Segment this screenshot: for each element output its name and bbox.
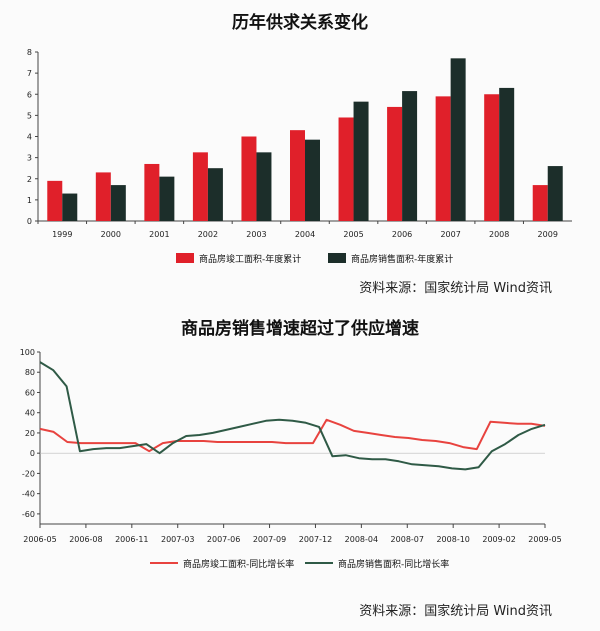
bar-sold bbox=[256, 152, 272, 221]
bar-sold bbox=[499, 87, 515, 221]
chart1-title: 历年供求关系变化 bbox=[232, 13, 368, 33]
legend-swatch bbox=[176, 253, 194, 263]
series-line-completed bbox=[39, 418, 546, 453]
bar-sold bbox=[62, 193, 78, 221]
x-tick-label: 2005 bbox=[343, 230, 363, 239]
legend-label: 商品房竣工面积-同比增长率 bbox=[183, 558, 294, 570]
x-tick-label: 2002 bbox=[198, 230, 218, 239]
x-tick-label: 2009-02 bbox=[482, 535, 515, 544]
x-tick-label: 2006-05 bbox=[23, 535, 56, 544]
series-line-sold bbox=[39, 361, 546, 471]
bar-completed bbox=[387, 106, 403, 221]
x-tick-label: 2008-04 bbox=[345, 535, 378, 544]
chart2-title: 商品房销售增速超过了供应增速 bbox=[181, 319, 419, 339]
y-tick-label: 3 bbox=[27, 154, 32, 163]
x-tick-label: 2008-10 bbox=[436, 535, 469, 544]
y-tick-label: 4 bbox=[27, 133, 32, 142]
bar-sold bbox=[547, 166, 563, 221]
y-tick-label: 5 bbox=[27, 111, 32, 120]
bar-sold bbox=[110, 185, 126, 221]
bar-sold bbox=[207, 168, 223, 221]
y-tick-label: 1 bbox=[27, 196, 32, 205]
y-tick-label: 7 bbox=[27, 69, 32, 78]
x-tick-label: 2007 bbox=[440, 230, 460, 239]
bar-sold bbox=[402, 91, 418, 221]
bar-completed bbox=[241, 136, 257, 221]
x-tick-label: 2008 bbox=[489, 230, 509, 239]
x-tick-label: 2009-05 bbox=[528, 535, 561, 544]
x-tick-label: 2006-11 bbox=[115, 535, 148, 544]
x-tick-label: 2003 bbox=[246, 230, 266, 239]
y-tick-label: 40 bbox=[25, 409, 35, 418]
bar-chart: 0 1 2 3 4 5 6 7 8 1999 2000 2001 2002 2003 2004 2005 200… bbox=[27, 48, 572, 265]
bar-completed bbox=[290, 130, 305, 221]
y-tick-label: -40 bbox=[22, 490, 35, 499]
legend-label: 商品房竣工面积-年度累计 bbox=[199, 253, 301, 265]
bar-completed bbox=[484, 94, 500, 221]
bar-completed bbox=[144, 163, 160, 221]
x-tick-label: 2004 bbox=[295, 230, 315, 239]
bar-completed bbox=[192, 152, 208, 221]
legend-label: 商品房销售面积-同比增长率 bbox=[338, 558, 449, 570]
y-tick-label: 2 bbox=[27, 175, 32, 184]
y-tick-label: 0 bbox=[27, 217, 32, 226]
x-tick-label: 2007-03 bbox=[161, 535, 194, 544]
bar-completed bbox=[95, 172, 111, 221]
legend-swatch bbox=[328, 253, 346, 263]
y-tick-label: -60 bbox=[22, 510, 35, 519]
x-tick-label: 2007-12 bbox=[299, 535, 332, 544]
x-tick-label: 1999 bbox=[52, 230, 72, 239]
y-tick-label: -20 bbox=[22, 469, 35, 478]
y-tick-label: 100 bbox=[20, 348, 35, 357]
x-tick-label: 2001 bbox=[149, 230, 169, 239]
bar-completed bbox=[338, 117, 354, 221]
y-tick-label: 6 bbox=[27, 90, 32, 99]
y-tick-label: 0 bbox=[30, 449, 35, 458]
y-tick-label: 20 bbox=[25, 429, 35, 438]
chart1-source: 资料来源：国家统计局 Wind资讯 bbox=[359, 281, 552, 296]
bar-sold bbox=[159, 176, 175, 221]
x-tick-label: 2000 bbox=[101, 230, 121, 239]
x-tick-label: 2009 bbox=[538, 230, 558, 239]
bar-completed bbox=[532, 185, 548, 221]
bar-completed bbox=[47, 180, 63, 221]
legend-label: 商品房销售面积-年度累计 bbox=[351, 253, 453, 265]
x-tick-label: 2007-06 bbox=[207, 535, 240, 544]
x-tick-label: 2006-08 bbox=[69, 535, 102, 544]
chart2-source: 资料来源：国家统计局 Wind资讯 bbox=[359, 604, 552, 619]
y-tick-label: 80 bbox=[25, 368, 35, 377]
bar-sold bbox=[305, 139, 320, 221]
x-tick-label: 2008-07 bbox=[391, 535, 424, 544]
line-chart: 100 80 60 40 20 0 -20 -40 -60 2006-05 2006-08 2006-… bbox=[20, 348, 562, 570]
bar-sold bbox=[450, 58, 466, 222]
y-tick-label: 60 bbox=[25, 388, 35, 397]
bar-sold bbox=[353, 101, 369, 221]
y-tick-label: 8 bbox=[27, 48, 32, 57]
x-tick-label: 2007-09 bbox=[253, 535, 286, 544]
bar-completed bbox=[435, 96, 451, 221]
x-tick-label: 2006 bbox=[392, 230, 412, 239]
